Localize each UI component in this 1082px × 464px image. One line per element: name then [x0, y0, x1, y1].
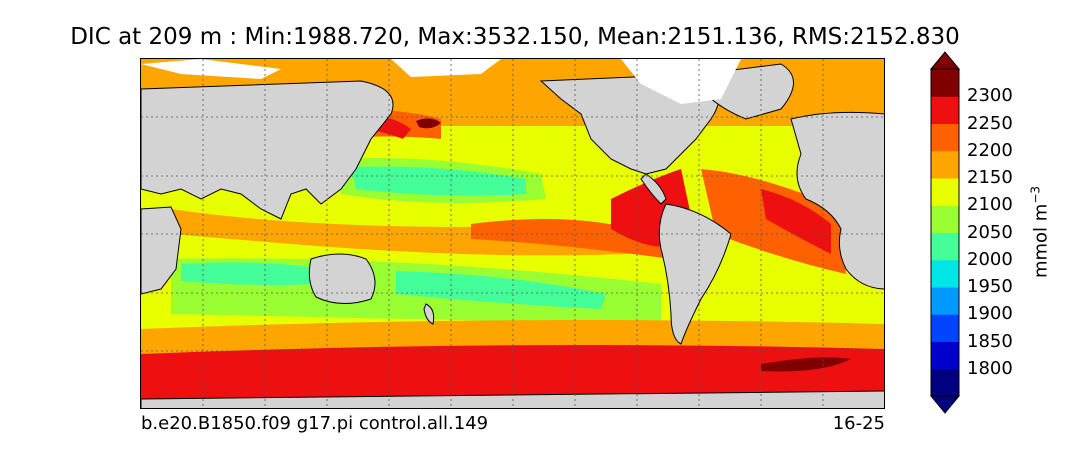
land-europe-africa — [790, 111, 884, 290]
land-australia — [308, 253, 376, 304]
colorbar — [929, 51, 961, 414]
colorbar-tick-label: 2150 — [967, 167, 1013, 188]
colorbar-over-triangle — [929, 51, 961, 70]
pacific-gyre-core — [351, 166, 526, 196]
colorbar-segment — [931, 205, 959, 233]
colorbar-segment — [931, 232, 959, 261]
colorbar-outline — [930, 68, 960, 397]
colorbar-tick-label: 2050 — [967, 221, 1013, 243]
atlantic-core — [761, 189, 831, 254]
colorbar-tick-label: 1850 — [967, 330, 1013, 352]
ice-arctic-east — [391, 59, 501, 77]
ice-arctic-west — [141, 59, 281, 79]
ice-canada — [621, 59, 741, 104]
land-new-zealand — [423, 303, 435, 325]
colorbar-tick-label: 2300 — [967, 85, 1013, 107]
land-antarctica — [141, 390, 884, 408]
colorbar-segment — [931, 178, 959, 206]
colorbar-tick-label: 2250 — [967, 112, 1013, 134]
map-plot — [140, 58, 885, 409]
indian-ocean-green — [181, 262, 321, 285]
colorbar-units-label: mmol m−3 — [1029, 186, 1052, 278]
land-eurasia — [141, 80, 394, 220]
colorbar-segments — [931, 69, 959, 397]
colorbar-segment — [931, 96, 959, 124]
map-canvas — [141, 59, 884, 408]
graticule — [141, 59, 884, 408]
land-central-america — [640, 173, 667, 205]
colorbar-under-triangle — [929, 395, 961, 414]
colorbar-segment — [931, 150, 959, 179]
colorbar-tick-label: 1900 — [967, 303, 1013, 325]
colorbar-tick-label: 2200 — [967, 139, 1013, 161]
colorbar-segment — [931, 341, 959, 370]
colorbar-segment — [931, 259, 959, 288]
land-south-america — [658, 203, 732, 345]
colorbar-segment — [931, 368, 959, 397]
okhotsk-dark — [416, 118, 441, 129]
southern-dark — [761, 357, 851, 372]
date-range-label: 16-25 — [832, 413, 885, 434]
chart-title: DIC at 209 m : Min:1988.720, Max:3532.15… — [70, 24, 960, 50]
colorbar-segment — [931, 123, 959, 152]
colorbar-segment — [931, 287, 959, 315]
land-masses — [141, 63, 884, 408]
colorbar-tick-label: 2000 — [967, 248, 1013, 270]
colorbar-tick-label: 2100 — [967, 194, 1013, 216]
colorbar-tick-label: 1800 — [967, 357, 1013, 379]
colorbar-segment — [931, 314, 959, 342]
colorbar-tick-label: 1950 — [967, 276, 1013, 297]
run-name-label: b.e20.B1850.f09 g17.pi control.all.149 — [141, 413, 489, 434]
land-africa — [141, 206, 182, 295]
south-pacific-core — [396, 271, 606, 309]
colorbar-segment — [931, 69, 959, 97]
sea-ice — [141, 59, 741, 104]
units-exponent: −3 — [1028, 185, 1043, 204]
units-base: mmol m — [1030, 203, 1052, 279]
